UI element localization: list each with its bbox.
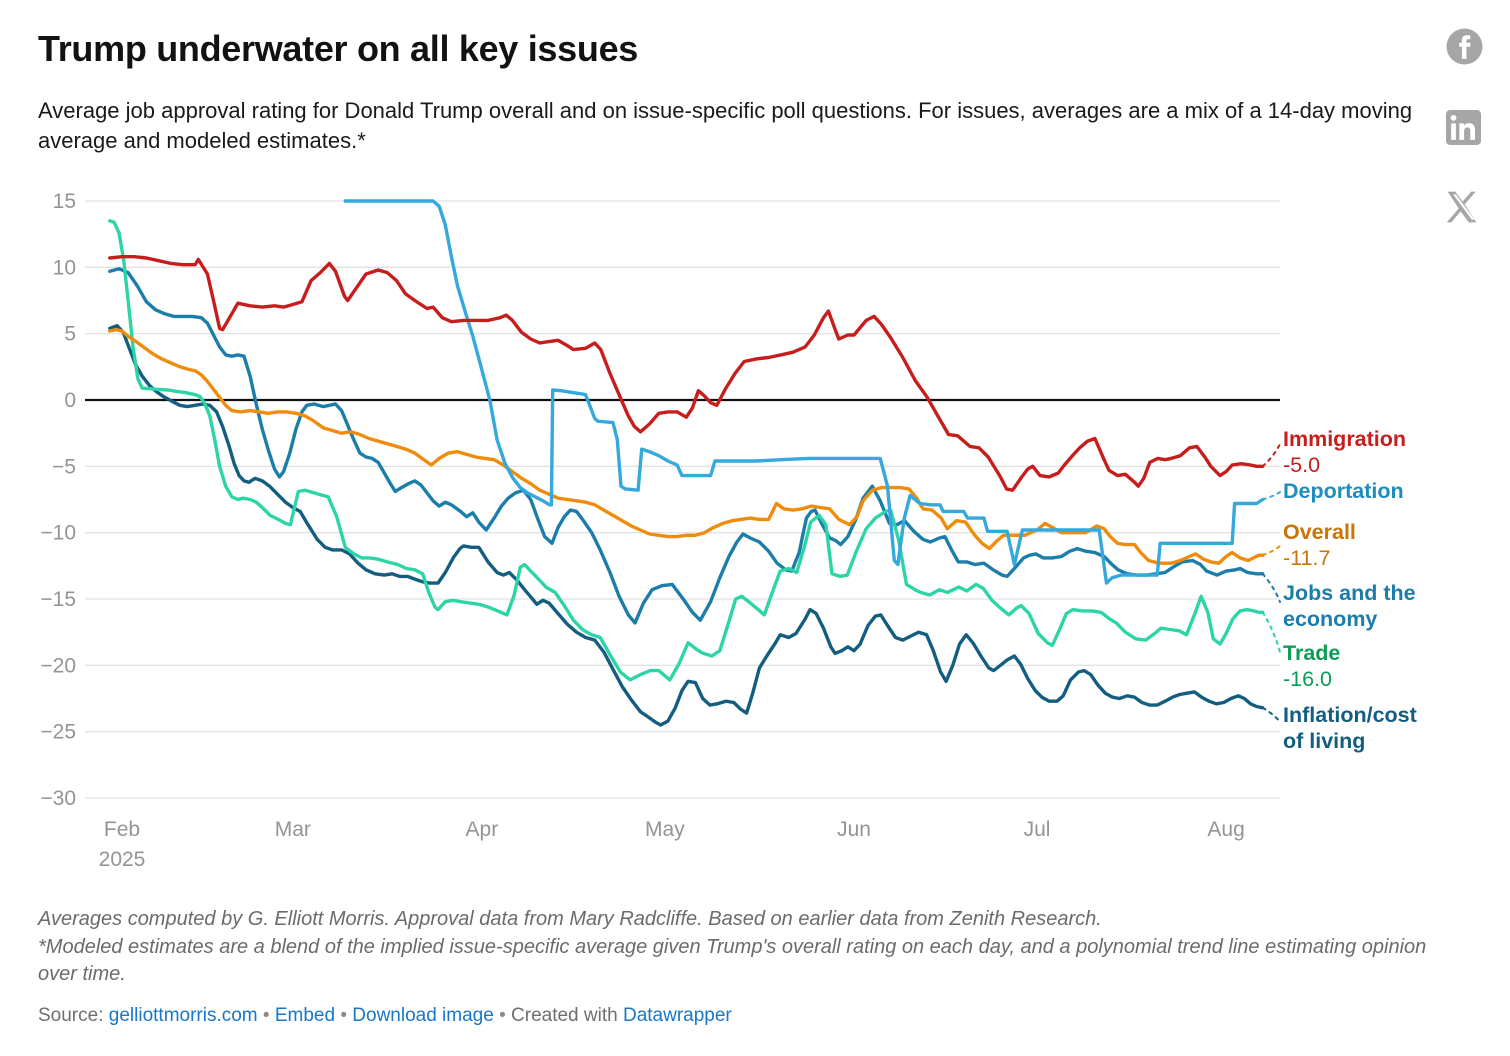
- source-link[interactable]: gelliottmorris.com: [108, 1005, 258, 1026]
- x-axis-tick-label: Jul: [1024, 818, 1051, 841]
- y-axis-tick-label: −10: [40, 522, 76, 545]
- bullet-separator: •: [340, 1005, 347, 1026]
- datawrapper-link[interactable]: Datawrapper: [622, 1005, 732, 1026]
- series-label-value: -5.0: [1283, 453, 1321, 477]
- download-image-link[interactable]: Download image: [352, 1005, 494, 1026]
- label-leader-line-trade: [1261, 611, 1281, 653]
- chart-subtitle: Average job approval rating for Donald T…: [38, 98, 1413, 154]
- x-axis-tick-label: Feb: [104, 818, 140, 841]
- series-label-immigration: Immigration -5.0: [1283, 426, 1406, 478]
- linkedin-icon[interactable]: [1446, 110, 1486, 150]
- social-share-bar: [1446, 28, 1486, 269]
- series-label-name: Deportation: [1283, 479, 1404, 503]
- series-label-value: -11.7: [1283, 546, 1331, 570]
- series-label-deportation: Deportation: [1283, 478, 1404, 504]
- source-label: Source:: [38, 1005, 104, 1026]
- series-label-jobs: Jobs and the economy: [1283, 580, 1416, 632]
- x-axis-tick-label: Jun: [837, 818, 871, 841]
- series-line-overall: [108, 328, 1265, 565]
- x-axis-tick-label: Aug: [1207, 818, 1244, 841]
- label-leader-line-jobs: [1261, 572, 1281, 603]
- footnote-credits: Averages computed by G. Elliott Morris. …: [38, 908, 1102, 930]
- y-axis-tick-label: 10: [53, 256, 76, 279]
- series-line-trade: [108, 219, 1265, 682]
- series-label-name: of living: [1283, 729, 1366, 753]
- x-axis-tick-label: Apr: [466, 818, 499, 841]
- series-label-name: Jobs and the: [1283, 581, 1416, 605]
- x-axis-year-label: 2025: [99, 848, 146, 871]
- label-leader-line-inflation: [1261, 706, 1281, 723]
- series-label-overall: Overall -11.7: [1283, 519, 1356, 571]
- x-axis-tick-label: Mar: [275, 818, 311, 841]
- series-line-deportation: [343, 199, 1265, 585]
- series-line-immigration: [108, 255, 1265, 492]
- series-label-value: -16.0: [1283, 667, 1333, 691]
- bullet-separator: •: [262, 1005, 270, 1026]
- x-icon[interactable]: [1446, 190, 1486, 229]
- x-axis-tick-label: May: [645, 818, 685, 841]
- series-label-name: Immigration: [1283, 427, 1407, 451]
- label-leader-line-immigration: [1261, 443, 1281, 468]
- series-label-inflation: Inflation/cost of living: [1283, 702, 1417, 754]
- y-axis-tick-label: 5: [64, 323, 76, 346]
- series-label-name: Overall: [1283, 520, 1356, 544]
- created-with-label: Created with: [511, 1005, 618, 1026]
- y-axis-tick-label: 15: [53, 190, 76, 213]
- y-axis-tick-label: −5: [52, 455, 76, 478]
- chart-footnotes: Averages computed by G. Elliott Morris. …: [38, 906, 1470, 989]
- facebook-icon[interactable]: [1446, 28, 1486, 70]
- embed-link[interactable]: Embed: [274, 1005, 336, 1026]
- series-label-name: economy: [1283, 607, 1378, 631]
- y-axis-tick-label: −30: [40, 787, 76, 810]
- source-line: Source: gelliottmorris.com • Embed • Dow…: [38, 1005, 732, 1027]
- footnote-methodology: *Modeled estimates are a blend of the im…: [38, 935, 1427, 986]
- series-line-inflation: [108, 324, 1265, 727]
- page-title: Trump underwater on all key issues: [38, 28, 639, 69]
- label-leader-line-overall: [1261, 545, 1281, 557]
- series-line-jobs: [108, 267, 1265, 625]
- series-label-name: Inflation/cost: [1283, 703, 1417, 727]
- series-label-trade: Trade -16.0: [1283, 640, 1340, 692]
- label-leader-line-deportation: [1261, 491, 1281, 501]
- y-axis-tick-label: 0: [64, 389, 76, 412]
- y-axis-tick-label: −20: [40, 654, 76, 677]
- series-label-name: Trade: [1283, 641, 1341, 665]
- y-axis-tick-label: −25: [40, 721, 76, 744]
- y-axis-tick-label: −15: [40, 588, 76, 611]
- bullet-separator: •: [499, 1005, 506, 1026]
